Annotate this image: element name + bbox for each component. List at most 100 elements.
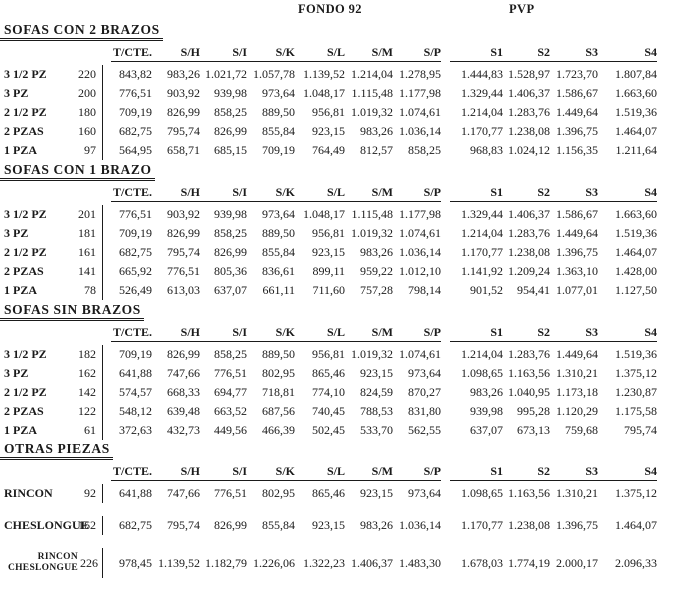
price-value: 641,88 [119,486,152,500]
table-row: CHESLONGUE 162 682,75 795,74 826,99 855,84 923… [0,516,673,535]
pvp-column-group: S1 S2 S3 S4 [450,186,657,202]
price-value: 774,10 [312,385,345,399]
table-row: RINCON 92 641,88 747,66 776,51 802,95 865,46 92… [0,484,673,503]
section-sofas-sin-brazos: SOFAS SIN BRAZOS T/CTE. S/H S/I S/K S/L S/M S/… [0,301,673,440]
price-value: 1.310,21 [556,366,598,380]
size-value: 122 [68,402,103,421]
group-gap [441,383,450,402]
price-value: 1.214,04 [461,226,503,240]
price-value: 903,92 [167,86,200,100]
price-value: 836,61 [262,264,295,278]
price-value: 903,92 [167,207,200,221]
price-value: 1.310,21 [556,486,598,500]
row-label: 3 PZ [4,226,29,240]
price-value: 466,39 [262,423,295,437]
fondo-column-group: T/CTE. S/H S/I S/K S/L S/M S/P [111,465,441,481]
price-value: 2.096,33 [615,556,657,570]
price-value: 865,46 [312,486,345,500]
table-row: 2 PZAS 122 548,12 639,48 663,52 687,56 740,45 7… [0,402,673,421]
row-label: 1 PZA [4,143,37,157]
price-value: 788,53 [360,404,393,418]
price-value: 1.663,60 [615,86,657,100]
size-value: 142 [68,383,103,402]
column-header-s1: S1 [490,185,503,199]
column-header-row: T/CTE. S/H S/I S/K S/L S/M S/P S1 S2 S3 S4 [0,326,673,342]
price-value: 973,64 [262,86,295,100]
price-value: 812,57 [360,143,393,157]
price-value: 502,45 [312,423,345,437]
table-row: 2 PZAS 141 665,92 776,51 805,36 836,61 899,11 9… [0,262,673,281]
price-value: 1.115,48 [351,207,393,221]
price-value: 1.163,56 [508,366,550,380]
price-value: 923,15 [360,486,393,500]
price-value: 613,03 [167,283,200,297]
group-gap [441,484,450,503]
section-rows: 3 1/2 PZ 220 843,82 983,26 1.021,72 1.057,78 1… [0,65,673,160]
table-row: 3 PZ 162 641,88 747,66 776,51 802,95 865,46 923… [0,364,673,383]
group-gap [441,364,450,383]
price-value: 526,49 [119,283,152,297]
price-value: 1.074,61 [399,226,441,240]
header-spacer [0,465,111,481]
price-value: 1.329,44 [461,207,503,221]
price-value: 432,73 [167,423,200,437]
price-value: 682,75 [119,245,152,259]
column-header-s-p: S/P [423,464,441,478]
price-value: 718,81 [262,385,295,399]
header-spacer [0,186,111,202]
price-value: 1.139,52 [158,556,200,570]
price-value: 1.211,64 [615,143,657,157]
price-value: 759,68 [565,423,598,437]
price-value: 826,99 [214,124,247,138]
size-value: 200 [68,84,103,103]
price-value: 1.048,17 [303,207,345,221]
price-value: 1.177,98 [399,207,441,221]
price-value: 1.214,04 [461,347,503,361]
price-value: 1.173,18 [556,385,598,399]
group-gap [441,122,450,141]
price-value: 973,64 [408,486,441,500]
column-header-s2: S2 [537,464,550,478]
price-value: 663,52 [214,404,247,418]
price-value: 1.021,72 [205,67,247,81]
price-value: 954,41 [517,283,550,297]
price-value: 1.375,12 [615,486,657,500]
price-value: 711,60 [312,283,345,297]
price-value: 973,64 [262,207,295,221]
table-row: 3 1/2 PZ 220 843,82 983,26 1.021,72 1.057,78 1… [0,65,673,84]
fondo-92-group-label: FONDO 92 [298,2,362,16]
fondo-column-group: T/CTE. S/H S/I S/K S/L S/M S/P [111,186,441,202]
price-value: 795,74 [624,423,657,437]
price-value: 1.363,10 [556,264,598,278]
group-gap [441,548,450,578]
column-header-s2: S2 [537,325,550,339]
price-value: 1.449,64 [556,226,598,240]
column-header-s-l: S/L [326,464,345,478]
price-value: 1.322,23 [303,556,345,570]
column-header-s-m: S/M [371,185,393,199]
price-value: 661,11 [262,283,295,297]
row-label: 1 PZA [4,283,37,297]
price-value: 1.170,77 [461,124,503,138]
price-value: 1.170,77 [461,245,503,259]
pvp-column-group: S1 S2 S3 S4 [450,326,657,342]
price-value: 757,28 [360,283,393,297]
column-header-s4: S4 [644,464,657,478]
section-title: SOFAS CON 2 BRAZOS [0,23,163,41]
price-value: 858,25 [408,143,441,157]
size-value: 180 [68,103,103,122]
price-value: 939,98 [470,404,503,418]
price-value: 1.019,32 [351,105,393,119]
price-value: 776,51 [214,486,247,500]
price-value: 983,26 [360,124,393,138]
price-value: 747,66 [167,486,200,500]
price-value: 1.519,36 [615,226,657,240]
column-header-row: T/CTE. S/H S/I S/K S/L S/M S/P S1 S2 S3 S4 [0,465,673,481]
row-label: 2 1/2 PZ [4,385,47,399]
column-header-s-k: S/K [275,185,295,199]
price-value: 1.230,87 [615,385,657,399]
price-value: 673,13 [517,423,550,437]
price-value: 2.000,17 [556,556,598,570]
price-value: 1.036,14 [399,518,441,532]
price-value: 923,15 [312,245,345,259]
